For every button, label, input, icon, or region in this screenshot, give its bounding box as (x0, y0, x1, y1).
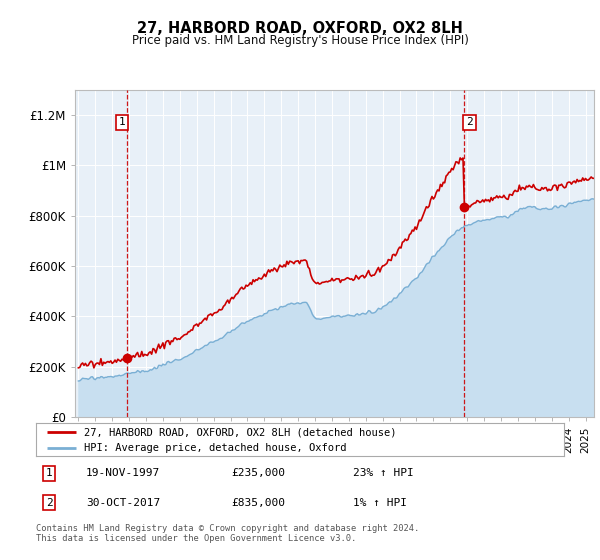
Text: 27, HARBORD ROAD, OXFORD, OX2 8LH: 27, HARBORD ROAD, OXFORD, OX2 8LH (137, 21, 463, 36)
Text: 2: 2 (46, 498, 53, 508)
Text: Price paid vs. HM Land Registry's House Price Index (HPI): Price paid vs. HM Land Registry's House … (131, 34, 469, 46)
Text: 30-OCT-2017: 30-OCT-2017 (86, 498, 160, 508)
Text: £835,000: £835,000 (232, 498, 286, 508)
Text: 1% ↑ HPI: 1% ↑ HPI (353, 498, 407, 508)
Text: Contains HM Land Registry data © Crown copyright and database right 2024.
This d: Contains HM Land Registry data © Crown c… (36, 524, 419, 543)
Text: 27, HARBORD ROAD, OXFORD, OX2 8LH (detached house): 27, HARBORD ROAD, OXFORD, OX2 8LH (detac… (83, 427, 396, 437)
Text: 23% ↑ HPI: 23% ↑ HPI (353, 468, 413, 478)
Text: 19-NOV-1997: 19-NOV-1997 (86, 468, 160, 478)
Text: 1: 1 (119, 118, 125, 127)
Text: HPI: Average price, detached house, Oxford: HPI: Average price, detached house, Oxfo… (83, 442, 346, 452)
Text: 2: 2 (466, 118, 473, 127)
Text: £235,000: £235,000 (232, 468, 286, 478)
Text: 1: 1 (46, 468, 53, 478)
